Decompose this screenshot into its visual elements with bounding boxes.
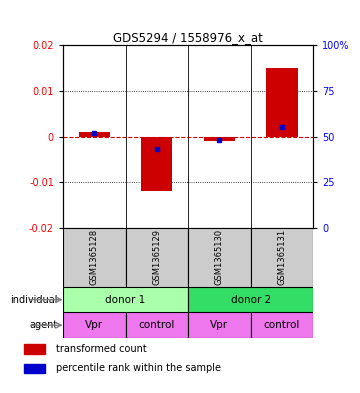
Bar xyxy=(24,344,45,354)
Bar xyxy=(266,68,298,136)
Text: Vpr: Vpr xyxy=(85,320,103,330)
Text: agent: agent xyxy=(30,320,58,330)
Bar xyxy=(126,312,188,338)
Bar xyxy=(63,228,126,287)
Text: percentile rank within the sample: percentile rank within the sample xyxy=(55,364,221,373)
Text: control: control xyxy=(264,320,300,330)
Text: GSM1365129: GSM1365129 xyxy=(152,230,161,285)
Bar xyxy=(188,312,251,338)
Bar xyxy=(188,228,251,287)
Text: GSM1365130: GSM1365130 xyxy=(215,230,224,285)
Text: donor 1: donor 1 xyxy=(105,295,146,305)
Text: Vpr: Vpr xyxy=(210,320,229,330)
Bar xyxy=(78,132,110,136)
Bar xyxy=(63,312,126,338)
Text: GSM1365128: GSM1365128 xyxy=(90,230,99,285)
Title: GDS5294 / 1558976_x_at: GDS5294 / 1558976_x_at xyxy=(113,31,263,44)
Text: control: control xyxy=(139,320,175,330)
Text: transformed count: transformed count xyxy=(55,344,146,354)
Bar xyxy=(24,364,45,373)
Bar xyxy=(251,228,313,287)
Text: individual: individual xyxy=(10,295,58,305)
Bar xyxy=(251,312,313,338)
Bar xyxy=(141,136,172,191)
Bar xyxy=(126,228,188,287)
Bar xyxy=(204,136,235,141)
Bar xyxy=(63,287,188,312)
Text: GSM1365131: GSM1365131 xyxy=(278,230,287,285)
Text: donor 2: donor 2 xyxy=(230,295,271,305)
Bar xyxy=(188,287,313,312)
